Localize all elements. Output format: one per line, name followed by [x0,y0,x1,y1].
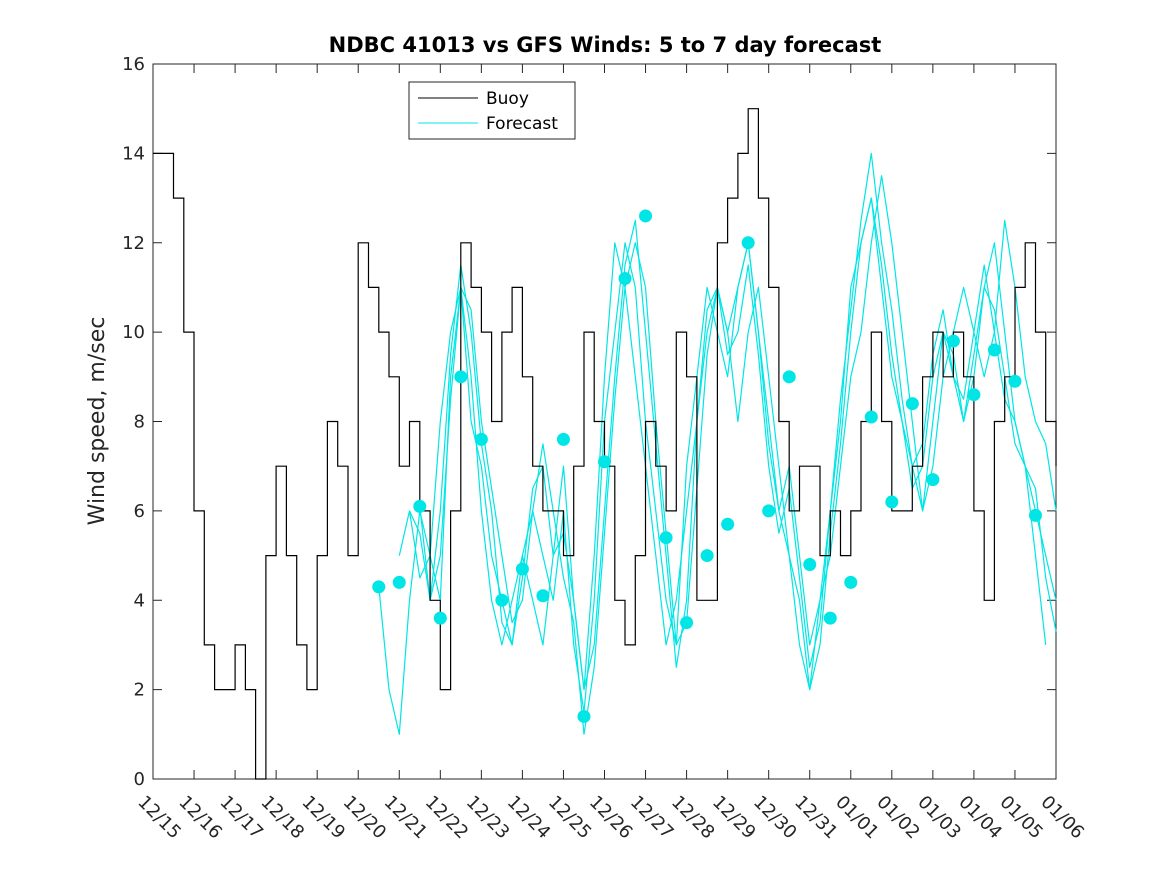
x-tick-label: 12/21 [380,792,432,844]
y-tick-label: 16 [122,54,145,75]
forecast-marker [823,611,837,625]
forecast-marker [926,473,940,487]
forecast-marker [413,499,427,513]
forecast-marker [618,272,632,285]
forecast-marker [864,410,878,424]
x-tick-label: 01/03 [913,792,965,844]
y-axis-label: Wind speed, m/sec [85,317,110,526]
x-tick-label: 12/15 [133,792,185,844]
forecast-marker [700,549,714,563]
y-tick-label: 10 [122,322,145,343]
legend: Buoy Forecast [408,81,576,140]
forecast-marker [454,370,468,384]
x-tick-label: 12/23 [462,792,514,844]
y-tick-label: 0 [134,769,145,790]
forecast-marker [556,432,570,446]
forecast-marker [741,236,755,250]
forecast-marker [762,504,776,518]
forecast-series-line [408,152,1047,691]
x-tick-label: 12/27 [626,792,678,844]
x-tick-label: 12/26 [585,792,637,844]
forecast-marker [1028,508,1042,522]
x-tick-label: 12/24 [503,792,555,844]
x-tick-label: 01/05 [995,792,1047,844]
x-tick-label: 12/29 [708,792,760,844]
y-tick-label: 2 [134,680,145,701]
forecast-marker [885,495,899,509]
x-tick-label: 01/01 [831,792,883,844]
forecast-marker [598,455,611,469]
forecast-marker [577,709,591,723]
forecast-marker [967,388,981,402]
y-tick-label: 4 [134,590,145,611]
legend-buoy-label: Buoy [486,89,529,109]
forecast-marker [659,531,673,545]
x-tick-label: 12/22 [421,792,473,844]
x-tick-label: 12/20 [339,792,391,844]
forecast-marker [433,611,447,625]
x-tick-label: 12/18 [257,792,309,844]
forecast-marker [721,517,735,531]
forecast-marker [782,370,796,384]
y-tick-label: 6 [134,501,145,522]
legend-box [408,81,576,140]
forecast-marker [639,209,653,223]
x-tick-label: 12/31 [790,792,842,844]
forecast-series-line [398,175,1057,713]
legend-forecast-label: Forecast [486,114,558,134]
forecast-marker [392,575,406,589]
forecast-marker [1008,374,1022,388]
y-tick-label: 12 [122,233,145,254]
x-tick-label: 01/02 [872,792,924,844]
y-axis: 0 2 4 6 8 10 12 14 16 [122,54,1056,790]
forecast-marker [803,558,817,571]
forecast-marker [495,593,509,607]
x-tick-label: 01/06 [1036,792,1088,844]
y-tick-label: 8 [134,412,145,433]
forecast-marker [905,397,919,411]
y-tick-label: 14 [122,143,145,164]
forecast-marker [515,562,529,576]
x-tick-label: 01/04 [954,792,1006,844]
chart-title: NDBC 41013 vs GFS Winds: 5 to 7 day fore… [329,33,882,57]
forecast-marker-layer [372,209,1042,723]
forecast-marker [680,616,694,630]
forecast-marker [372,580,386,594]
x-tick-label: 12/30 [749,792,801,844]
forecast-marker [474,432,488,446]
x-tick-label: 12/19 [298,792,350,844]
x-tick-label: 12/17 [216,792,268,844]
x-tick-label: 12/16 [175,792,227,844]
forecast-marker [536,589,550,603]
x-tick-label: 12/28 [667,792,719,844]
forecast-marker [987,343,1001,357]
forecast-marker [946,334,960,348]
x-tick-label: 12/25 [544,792,596,844]
forecast-marker [844,575,858,589]
